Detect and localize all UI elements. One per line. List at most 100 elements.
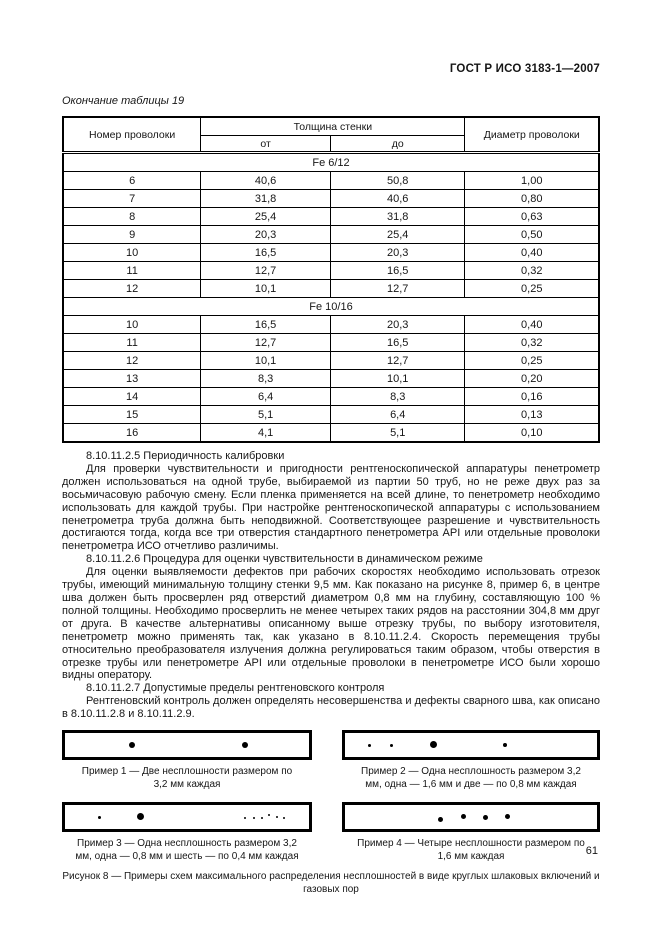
example-panel-4: Пример 4 — Четыре несплошности размером … — [342, 802, 600, 863]
discontinuity-dot — [438, 817, 443, 823]
table-cell: 12 — [62, 351, 202, 370]
table-cell: 40,6 — [200, 171, 331, 190]
table-cell: 12 — [62, 279, 202, 298]
discontinuity-dot — [276, 816, 278, 819]
discontinuity-dot — [461, 814, 466, 820]
table-cell: 8 — [62, 207, 202, 226]
table-cell: 12,7 — [329, 279, 466, 298]
table-cell: 16,5 — [200, 243, 331, 262]
table-cell: 0,63 — [464, 207, 600, 226]
table-row: 11 12,7 16,5 0,32 — [62, 333, 600, 352]
table-cell: 12,7 — [200, 333, 331, 352]
table-cell: 0,25 — [464, 279, 600, 298]
table-section-row: Fe 10/16 — [62, 297, 600, 316]
table-row: 9 20,3 25,4 0,50 — [62, 225, 600, 244]
discontinuity-dot — [137, 813, 144, 821]
section-heading-xray-limits: 8.10.11.2.7 Допустимые пределы рентгенов… — [86, 682, 385, 695]
table-row: 15 5,1 6,4 0,13 — [62, 405, 600, 424]
table-cell: 0,32 — [464, 333, 600, 352]
section-heading-periodicity: 8.10.11.2.5 Периодичность калибровки — [86, 450, 285, 462]
table-cell: 31,8 — [200, 189, 331, 208]
table-cell: 16,5 — [200, 315, 331, 334]
table-cell: 13 — [62, 369, 202, 388]
table-cell: 50,8 — [329, 171, 466, 190]
discontinuity-dot — [244, 817, 246, 820]
column-header-from: от — [200, 135, 331, 153]
section-paragraph-xray-limits: Рентгеновский контроль должен определять… — [62, 695, 600, 721]
discontinuity-dot — [268, 814, 270, 817]
table-cell: 6,4 — [329, 405, 466, 424]
discontinuity-dot — [98, 816, 101, 820]
wire-penetrometer-table: Номер проволоки Толщина стенки Диаметр п… — [62, 116, 600, 443]
table-cell: 0,32 — [464, 261, 600, 280]
discontinuity-dot — [503, 743, 507, 748]
wire-table-body: Fe 6/12 6 40,6 50,8 1,00 7 31,8 40,6 0,80 8 25,4 31… — [62, 152, 600, 443]
table-cell: 10 — [62, 315, 202, 334]
figure-8: Пример 1 — Две несплошности размером по … — [62, 730, 600, 896]
table-cell: 8,3 — [200, 369, 331, 388]
table-cell: 10,1 — [200, 279, 331, 298]
table-cell: 12,7 — [329, 351, 466, 370]
discontinuity-dot — [261, 817, 263, 820]
table-cell: 25,4 — [329, 225, 466, 244]
table-cell: 6,4 — [200, 387, 331, 406]
page-number: 61 — [585, 845, 598, 857]
discontinuity-dot — [483, 815, 488, 821]
discontinuity-dot — [390, 744, 393, 748]
table-cell: 25,4 — [200, 207, 331, 226]
example-3-caption: Пример 3 — Одна несплошность размером 3,… — [75, 838, 299, 862]
table-cell: 10 — [62, 243, 202, 262]
table-cell: 31,8 — [329, 207, 466, 226]
discontinuity-dot — [242, 742, 248, 749]
table-row: 13 8,3 10,1 0,20 — [62, 369, 600, 388]
table-cell: 20,3 — [200, 225, 331, 244]
table-row: 6 40,6 50,8 1,00 — [62, 171, 600, 190]
column-header-wire-number: Номер проволоки — [62, 116, 202, 153]
table-cell: 6 — [62, 171, 202, 190]
document-title: ГОСТ Р ИСО 3183-1—2007 — [449, 63, 600, 75]
table-row: 12 10,1 12,7 0,25 — [62, 279, 600, 298]
table-row: 7 31,8 40,6 0,80 — [62, 189, 600, 208]
example-2-caption: Пример 2 — Одна несплошность размером 3,… — [361, 766, 581, 790]
table-cell: 0,50 — [464, 225, 600, 244]
table-cell: 0,10 — [464, 423, 600, 443]
table-row: 12 10,1 12,7 0,25 — [62, 351, 600, 370]
table-cell: 0,25 — [464, 351, 600, 370]
table-cell: 10,1 — [200, 351, 331, 370]
example-4-diagram — [342, 802, 600, 833]
table-cell: 8,3 — [329, 387, 466, 406]
section-paragraph-dynamic-procedure: Для оценки выявляемости дефектов при раб… — [62, 566, 600, 682]
table-row: 10 16,5 20,3 0,40 — [62, 315, 600, 334]
column-header-wire-diameter: Диаметр проволоки — [464, 116, 600, 153]
example-1-caption: Пример 1 — Две несплошности размером по … — [81, 766, 293, 790]
table-cell: 20,3 — [329, 315, 466, 334]
example-1-diagram — [62, 730, 312, 761]
example-panel-1: Пример 1 — Две несплошности размером по … — [62, 730, 312, 791]
discontinuity-dot — [430, 741, 437, 749]
discontinuity-dot — [283, 817, 285, 820]
section-paragraph-periodicity: Для проверки чувствительности и пригодно… — [62, 462, 600, 553]
table-cell: 15 — [62, 405, 202, 424]
figure-examples-grid: Пример 1 — Две несплошности размером по … — [62, 730, 600, 863]
table-cell: 20,3 — [329, 243, 466, 262]
table-cell: 10,1 — [329, 369, 466, 388]
example-panel-2: Пример 2 — Одна несплошность размером 3,… — [342, 730, 600, 791]
table-cell: 0,20 — [464, 369, 600, 388]
section-heading-dynamic-procedure: 8.10.11.2.6 Процедура для оценки чувстви… — [86, 553, 483, 566]
table-cell: 4,1 — [200, 423, 331, 443]
table-cell: 5,1 — [329, 423, 466, 443]
table-cell: 0,13 — [464, 405, 600, 424]
table-row: 10 16,5 20,3 0,40 — [62, 243, 600, 262]
discontinuity-dot — [253, 817, 255, 820]
table-cell: 0,40 — [464, 315, 600, 334]
table-cell: 7 — [62, 189, 202, 208]
table-cell: 14 — [62, 387, 202, 406]
table-cell: 16,5 — [329, 333, 466, 352]
table-cell: 0,40 — [464, 243, 600, 262]
discontinuity-dot — [368, 744, 371, 748]
table-section-title: Fe 6/12 — [62, 152, 600, 172]
example-panel-3: Пример 3 — Одна несплошность размером 3,… — [62, 802, 312, 863]
example-3-diagram — [62, 802, 312, 833]
table-cell: 0,80 — [464, 189, 600, 208]
